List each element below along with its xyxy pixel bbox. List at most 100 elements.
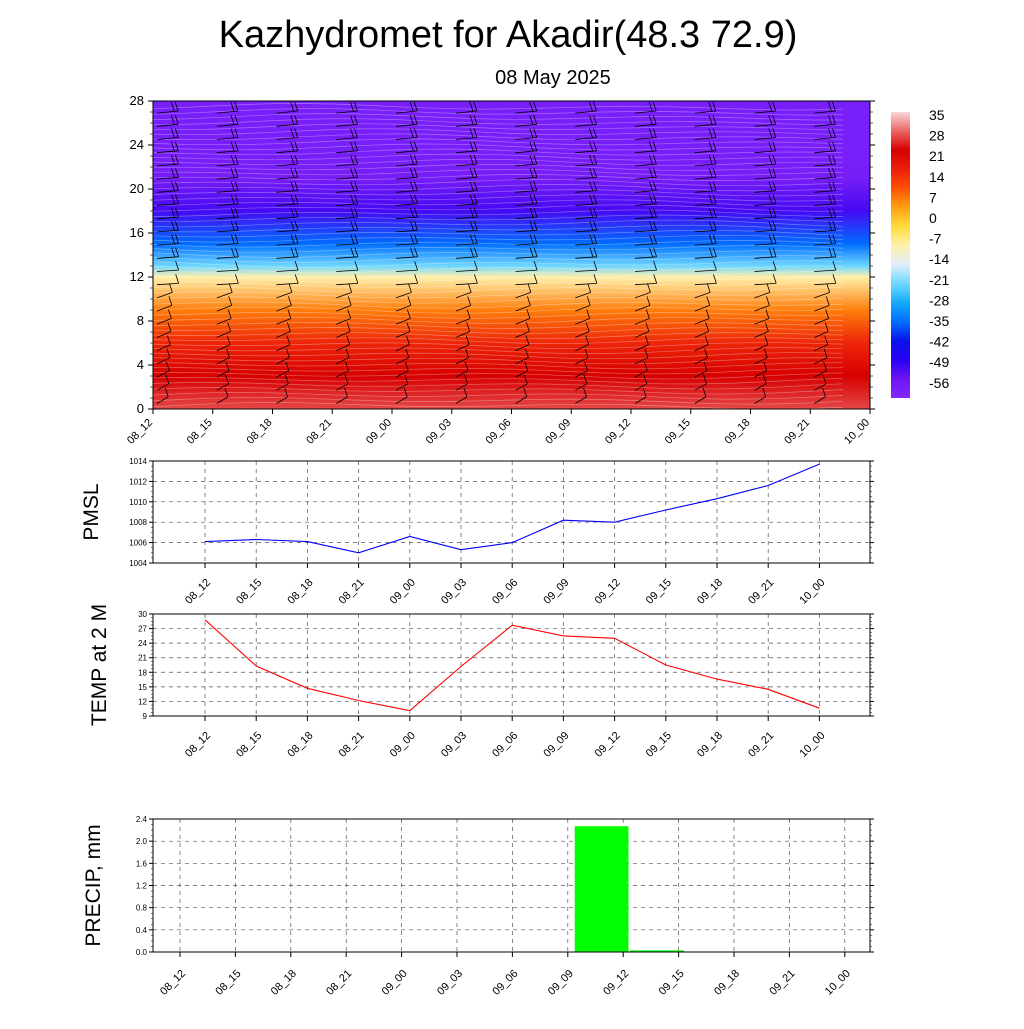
x-tick-label: 09_12 bbox=[601, 968, 631, 998]
precip-bar bbox=[575, 826, 629, 952]
x-tick-label: 09_00 bbox=[388, 577, 418, 607]
colorbar-label: -21 bbox=[929, 272, 949, 288]
x-tick-label: 09_15 bbox=[663, 417, 693, 447]
y-tick-label: 0.0 bbox=[136, 948, 148, 957]
x-tick-label: 10_00 bbox=[797, 730, 827, 760]
grid-lines bbox=[153, 461, 870, 563]
x-tick-label: 08_18 bbox=[285, 577, 315, 607]
x-tick-label: 09_18 bbox=[712, 968, 742, 998]
y-tick-label: 9 bbox=[143, 712, 148, 721]
y-tick-label: 12 bbox=[130, 269, 144, 284]
x-tick-label: 08_12 bbox=[183, 730, 213, 760]
x-tick-label: 08_21 bbox=[337, 577, 367, 607]
x-tick-label: 09_21 bbox=[746, 577, 776, 607]
wind-barb bbox=[874, 349, 887, 364]
y-tick-label: 1.2 bbox=[136, 882, 148, 891]
x-tick-label: 09_00 bbox=[364, 417, 394, 447]
y-tick-label: 24 bbox=[130, 137, 144, 152]
x-tick-label: 08_21 bbox=[337, 730, 367, 760]
y-tick-label: 1008 bbox=[129, 518, 147, 527]
x-tick-label: 10_00 bbox=[842, 417, 872, 447]
x-tick-label: 09_09 bbox=[541, 577, 571, 607]
chart-date: 08 May 2025 bbox=[495, 67, 611, 89]
wind-barb bbox=[874, 296, 889, 311]
wind-barb bbox=[874, 283, 889, 298]
colorbar-label: 14 bbox=[929, 169, 945, 185]
colorbar-label: -7 bbox=[929, 231, 942, 247]
x-tick-label: 09_06 bbox=[490, 577, 520, 607]
y-tick-label: 8 bbox=[137, 313, 144, 328]
y-tick-label: 1004 bbox=[129, 559, 147, 568]
pmsl-axis-label: PMSL bbox=[80, 483, 103, 540]
x-tick-label: 09_21 bbox=[767, 968, 797, 998]
wind-barb bbox=[874, 388, 885, 404]
x-tick-label: 09_03 bbox=[424, 417, 454, 447]
x-tick-label: 09_12 bbox=[593, 577, 623, 607]
y-tick-label: 4 bbox=[137, 357, 144, 372]
x-tick-label: 09_06 bbox=[490, 730, 520, 760]
y-tick-label: 1012 bbox=[129, 477, 147, 486]
y-tick-label: 24 bbox=[138, 639, 147, 648]
x-tick-label: 08_18 bbox=[285, 730, 315, 760]
colorbar-label: -42 bbox=[929, 334, 949, 350]
temp-2m-axis-label: TEMP at 2 M bbox=[88, 604, 111, 726]
y-tick-label: 18 bbox=[138, 668, 147, 677]
y-tick-label: 28 bbox=[130, 93, 144, 108]
y-tick-label: 15 bbox=[138, 683, 147, 692]
x-tick-label: 08_21 bbox=[324, 968, 354, 998]
colorbar-label: 35 bbox=[929, 107, 945, 123]
wind-barb bbox=[874, 362, 886, 377]
x-tick-label: 09_09 bbox=[541, 730, 571, 760]
y-tick-label: 16 bbox=[130, 225, 144, 240]
x-tick-label: 09_09 bbox=[546, 968, 576, 998]
precip-axis-label: PRECIP, mm bbox=[82, 824, 105, 946]
x-tick-label: 08_15 bbox=[234, 730, 264, 760]
y-tick-label: 2.4 bbox=[136, 815, 148, 824]
x-tick-label: 08_12 bbox=[125, 417, 155, 447]
y-tick-label: 1010 bbox=[129, 498, 147, 507]
x-tick-label: 09_15 bbox=[644, 730, 674, 760]
x-tick-label: 09_18 bbox=[695, 730, 725, 760]
x-tick-label: 10_00 bbox=[797, 577, 827, 607]
colorbar-strip bbox=[891, 112, 910, 398]
y-tick-label: 0.8 bbox=[136, 904, 148, 913]
y-tick-label: 21 bbox=[138, 654, 147, 663]
x-tick-label: 08_21 bbox=[304, 417, 334, 447]
x-tick-label: 09_15 bbox=[644, 577, 674, 607]
chart-title: Kazhydromet for Akadir(48.3 72.9) bbox=[219, 14, 798, 56]
x-tick-label: 09_18 bbox=[723, 417, 753, 447]
temp-2m-frame bbox=[153, 614, 870, 716]
x-tick-label: 09_18 bbox=[695, 577, 725, 607]
x-tick-label: 09_09 bbox=[543, 417, 573, 447]
pmsl-frame bbox=[153, 461, 870, 563]
wind-barb bbox=[874, 310, 888, 325]
colorbar-label: -49 bbox=[929, 354, 949, 370]
x-tick-label: 08_18 bbox=[245, 417, 275, 447]
y-tick-label: 1.6 bbox=[136, 859, 148, 868]
x-tick-label: 10_00 bbox=[823, 968, 853, 998]
x-tick-label: 09_06 bbox=[490, 968, 520, 998]
x-tick-label: 08_15 bbox=[213, 968, 243, 998]
y-tick-label: 30 bbox=[138, 610, 147, 619]
x-tick-label: 09_03 bbox=[439, 730, 469, 760]
x-tick-label: 09_21 bbox=[746, 730, 776, 760]
y-tick-label: 27 bbox=[138, 625, 147, 634]
grid-lines bbox=[153, 819, 870, 952]
y-tick-label: 0.4 bbox=[136, 926, 148, 935]
wind-barb bbox=[874, 375, 886, 391]
x-tick-label: 08_12 bbox=[158, 968, 188, 998]
y-tick-label: 0 bbox=[137, 401, 144, 416]
x-tick-label: 08_15 bbox=[185, 417, 215, 447]
y-tick-label: 12 bbox=[138, 697, 147, 706]
x-tick-label: 08_12 bbox=[183, 577, 213, 607]
x-tick-label: 09_21 bbox=[782, 417, 812, 447]
x-tick-label: 09_06 bbox=[484, 417, 514, 447]
wind-barb bbox=[874, 336, 887, 351]
